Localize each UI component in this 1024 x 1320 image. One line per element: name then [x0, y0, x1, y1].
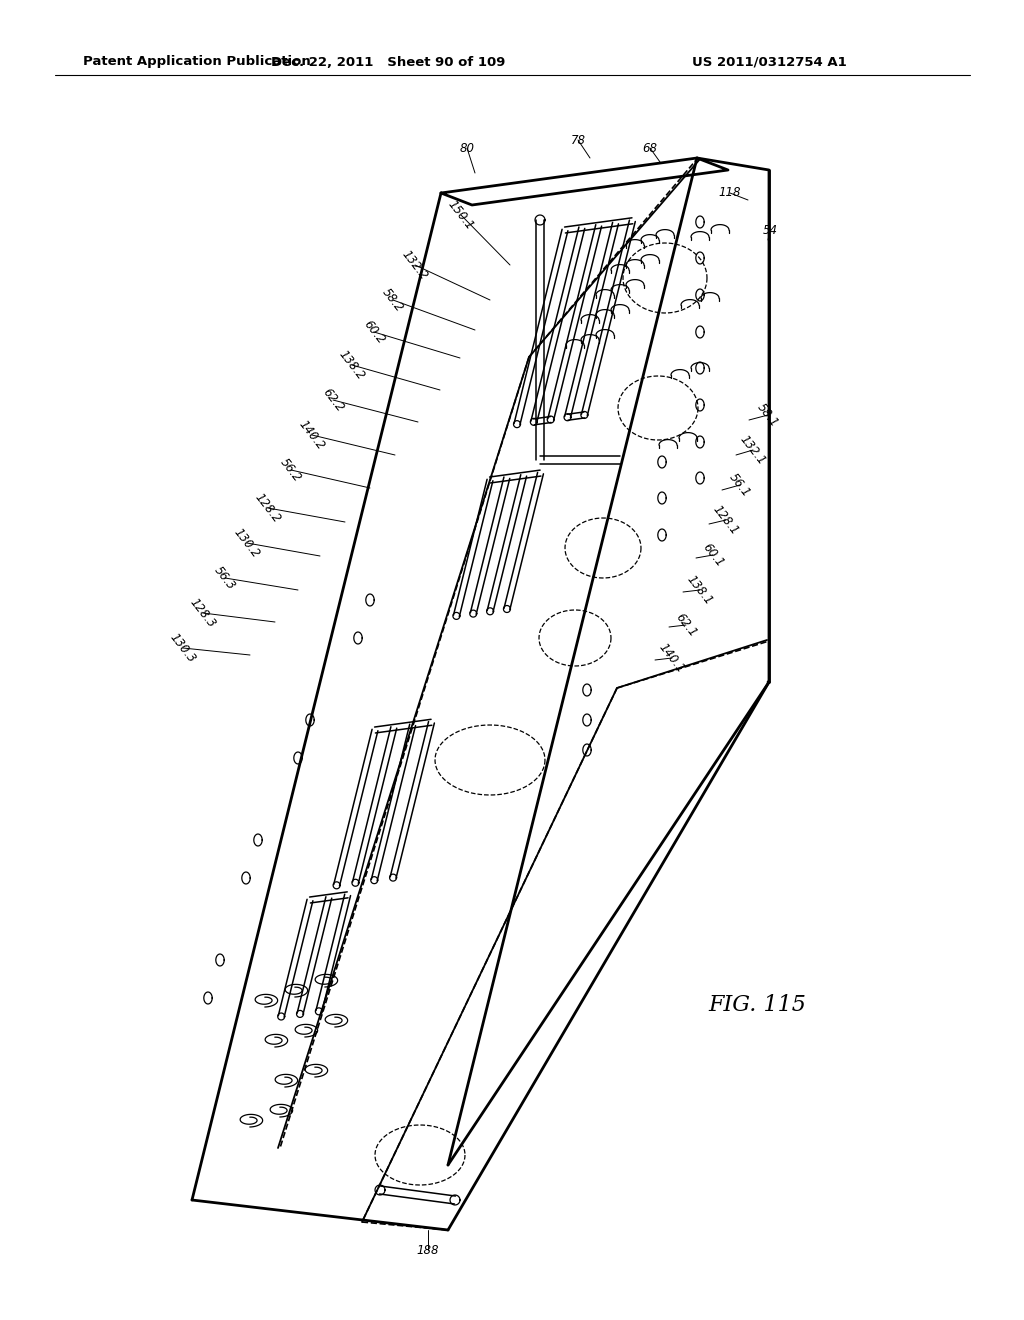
Text: 80: 80 [460, 141, 474, 154]
Text: 58.1: 58.1 [755, 401, 781, 429]
Text: 132.1: 132.1 [737, 433, 768, 467]
Text: 60.2: 60.2 [360, 318, 387, 346]
Text: 128.2: 128.2 [253, 491, 284, 525]
Text: 188: 188 [417, 1243, 439, 1257]
Text: 60.1: 60.1 [699, 541, 726, 569]
Text: 62.2: 62.2 [319, 385, 346, 414]
Text: 130.2: 130.2 [231, 525, 262, 560]
Text: Dec. 22, 2011   Sheet 90 of 109: Dec. 22, 2011 Sheet 90 of 109 [270, 55, 505, 69]
Text: FIG. 115: FIG. 115 [708, 994, 806, 1016]
Text: 128.1: 128.1 [711, 503, 741, 537]
Text: 56.1: 56.1 [727, 471, 754, 499]
Text: 68: 68 [642, 141, 657, 154]
Text: 138.2: 138.2 [337, 347, 368, 383]
Text: 150.1: 150.1 [445, 198, 476, 232]
Text: 78: 78 [570, 133, 586, 147]
Text: 62.1: 62.1 [673, 611, 699, 639]
Text: 118: 118 [719, 186, 741, 199]
Text: 128.3: 128.3 [187, 595, 218, 630]
Text: US 2011/0312754 A1: US 2011/0312754 A1 [692, 55, 847, 69]
Text: 58.2: 58.2 [380, 285, 407, 314]
Text: Patent Application Publication: Patent Application Publication [83, 55, 310, 69]
Text: 130.3: 130.3 [168, 631, 199, 665]
Text: 56.2: 56.2 [278, 455, 304, 484]
Text: 56.3: 56.3 [212, 564, 239, 593]
Text: 140.2: 140.2 [297, 417, 328, 453]
Text: 138.1: 138.1 [684, 573, 716, 607]
Text: 54: 54 [763, 223, 777, 236]
Text: 132.2: 132.2 [399, 248, 430, 282]
Text: 140.1: 140.1 [656, 640, 687, 676]
